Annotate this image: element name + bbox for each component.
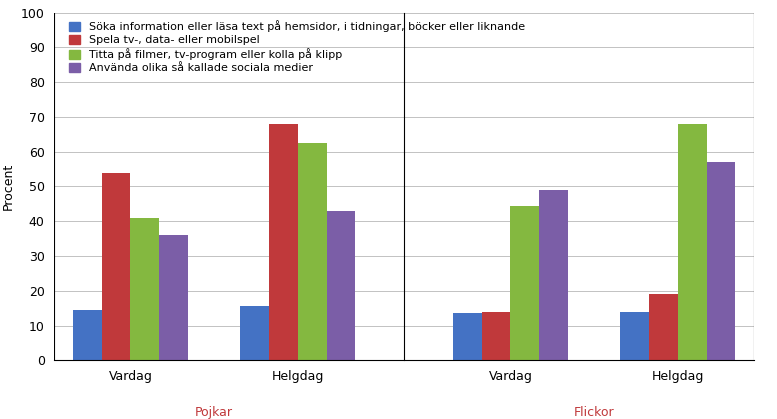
- Bar: [620, 312, 649, 360]
- Bar: [539, 190, 568, 360]
- Bar: [326, 211, 355, 360]
- Bar: [72, 310, 102, 360]
- Bar: [649, 294, 678, 360]
- Legend: Söka information eller läsa text på hemsidor, i tidningar, böcker eller liknande: Söka information eller läsa text på hems…: [67, 18, 528, 75]
- Bar: [678, 124, 706, 360]
- Text: Pojkar: Pojkar: [195, 406, 233, 419]
- Bar: [269, 124, 298, 360]
- Text: Flickor: Flickor: [573, 406, 615, 419]
- Bar: [159, 235, 188, 360]
- Y-axis label: Procent: Procent: [2, 163, 16, 210]
- Bar: [102, 173, 131, 360]
- Bar: [298, 143, 326, 360]
- Bar: [706, 162, 736, 360]
- Bar: [453, 313, 482, 360]
- Bar: [482, 312, 510, 360]
- Bar: [510, 206, 539, 360]
- Bar: [240, 306, 269, 360]
- Bar: [131, 218, 159, 360]
